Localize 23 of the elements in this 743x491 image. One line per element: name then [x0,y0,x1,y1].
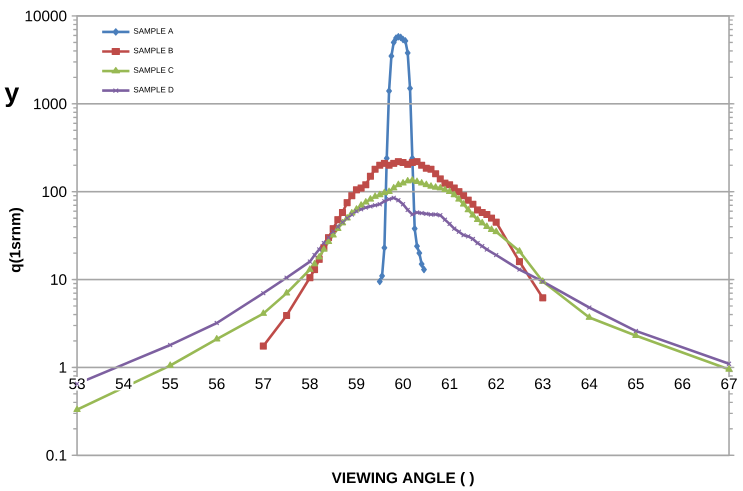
y-tick-label: 10000 [26,10,66,22]
x-tick-label: 54 [116,378,132,390]
x-tick-label: 55 [162,378,178,390]
x-tick-label: 63 [535,378,551,390]
y-tick-label: 1000 [34,98,66,110]
y-tick-label: 0.1 [46,450,66,461]
x-tick-label: 61 [442,378,458,390]
x-tick-label: 58 [302,378,318,390]
x-axis-title: VIEWING ANGLE ( ) [332,472,474,486]
x-tick-label: 57 [255,378,272,390]
x-tick-label: 64 [582,378,598,390]
x-tick-label: 67 [721,378,737,390]
x-tick-label: 59 [348,378,364,390]
text: y [4,88,20,108]
x-tick-label: 62 [488,378,504,390]
x-tick-label: 65 [628,378,644,390]
x-tick-label: 60 [395,378,411,390]
y-axis-title: q(1srnm) [9,208,24,272]
x-tick-label: 66 [674,378,690,390]
x-tick-label: 56 [208,378,225,390]
y-tick-label: 10 [51,274,66,286]
y-tick-label: 1 [60,362,66,373]
y-tick-label: 100 [42,186,66,198]
